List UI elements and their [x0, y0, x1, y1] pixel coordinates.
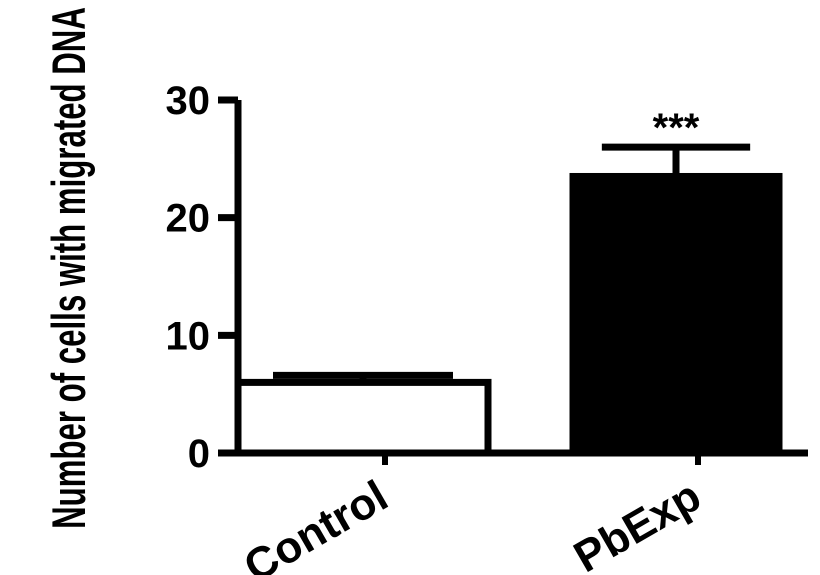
x-tick-label: PbExp — [566, 471, 709, 575]
y-tick-label: 10 — [166, 314, 211, 358]
bar-control — [234, 378, 492, 457]
y-tick-label: 30 — [166, 79, 211, 123]
y-tick-label: 0 — [188, 432, 210, 476]
plot-area: Control *** PbExp 0 10 20 30 — [166, 79, 808, 575]
significance-marker: *** — [653, 106, 700, 150]
bar-pbexp — [569, 172, 783, 457]
y-tick-label: 20 — [166, 197, 211, 241]
y-axis-label: Number of cells with migrated DNA — [44, 7, 96, 529]
x-tick-label: Control — [236, 471, 396, 575]
